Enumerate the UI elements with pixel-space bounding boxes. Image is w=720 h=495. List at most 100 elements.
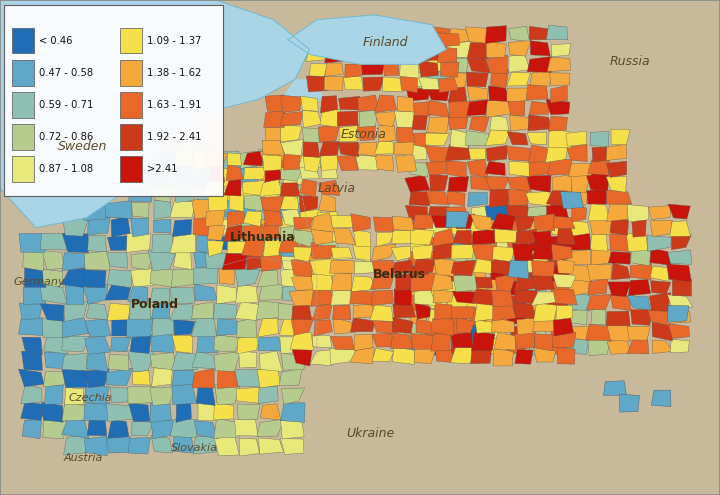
Polygon shape (153, 219, 171, 233)
Polygon shape (194, 252, 219, 268)
Polygon shape (627, 326, 650, 340)
Polygon shape (280, 218, 302, 237)
Polygon shape (488, 86, 510, 101)
Polygon shape (192, 199, 215, 219)
Polygon shape (445, 144, 470, 160)
Polygon shape (215, 385, 240, 404)
Polygon shape (627, 204, 649, 222)
Polygon shape (300, 179, 317, 198)
Polygon shape (237, 318, 256, 338)
Polygon shape (194, 421, 219, 439)
Polygon shape (194, 217, 217, 236)
Polygon shape (547, 159, 572, 175)
Polygon shape (507, 132, 528, 145)
Polygon shape (506, 204, 528, 222)
Polygon shape (150, 267, 176, 288)
Polygon shape (151, 419, 174, 439)
Polygon shape (321, 165, 338, 179)
Polygon shape (302, 128, 322, 142)
Polygon shape (607, 339, 631, 354)
Polygon shape (405, 70, 427, 89)
Polygon shape (375, 111, 397, 127)
Polygon shape (467, 282, 489, 296)
Polygon shape (214, 235, 236, 250)
Polygon shape (546, 263, 572, 282)
Polygon shape (489, 295, 509, 308)
Polygon shape (667, 305, 689, 322)
Polygon shape (235, 269, 261, 287)
Polygon shape (506, 338, 525, 354)
Polygon shape (427, 26, 451, 44)
Polygon shape (331, 215, 354, 228)
Polygon shape (312, 335, 332, 348)
Polygon shape (469, 115, 490, 132)
Polygon shape (528, 145, 549, 162)
Polygon shape (426, 160, 449, 175)
Polygon shape (413, 215, 433, 229)
Polygon shape (490, 70, 509, 89)
Polygon shape (418, 77, 440, 90)
Polygon shape (532, 231, 552, 247)
Polygon shape (301, 96, 318, 111)
Polygon shape (506, 233, 529, 252)
Polygon shape (282, 256, 301, 269)
Polygon shape (453, 275, 477, 292)
Polygon shape (112, 319, 131, 336)
Polygon shape (316, 257, 341, 271)
Polygon shape (591, 307, 606, 324)
Polygon shape (128, 438, 150, 454)
Polygon shape (239, 151, 262, 168)
Polygon shape (572, 203, 587, 222)
Polygon shape (107, 235, 132, 250)
Polygon shape (22, 337, 42, 355)
Polygon shape (410, 307, 431, 324)
Polygon shape (552, 310, 569, 325)
Polygon shape (627, 296, 650, 310)
Polygon shape (568, 265, 592, 282)
Polygon shape (197, 386, 215, 405)
Polygon shape (652, 340, 672, 353)
Polygon shape (62, 318, 89, 338)
Polygon shape (214, 220, 238, 235)
Polygon shape (394, 289, 412, 305)
Polygon shape (374, 95, 397, 112)
Polygon shape (486, 146, 508, 161)
Polygon shape (551, 44, 571, 56)
Polygon shape (414, 347, 436, 364)
Polygon shape (278, 233, 301, 253)
Polygon shape (437, 47, 457, 62)
Polygon shape (529, 26, 550, 40)
Polygon shape (235, 419, 258, 436)
Polygon shape (214, 418, 240, 438)
Polygon shape (517, 318, 536, 335)
Polygon shape (606, 145, 627, 160)
Polygon shape (217, 319, 239, 336)
Text: Czechia: Czechia (68, 394, 112, 403)
Polygon shape (226, 164, 243, 181)
Polygon shape (428, 206, 449, 220)
Polygon shape (23, 286, 46, 304)
Polygon shape (428, 55, 446, 73)
Polygon shape (174, 166, 197, 185)
Polygon shape (318, 180, 340, 196)
Polygon shape (534, 303, 557, 321)
Polygon shape (405, 205, 428, 221)
Polygon shape (354, 261, 376, 274)
Polygon shape (649, 293, 671, 311)
Bar (120, 60, 142, 86)
Polygon shape (408, 248, 428, 266)
Polygon shape (217, 200, 240, 218)
Polygon shape (357, 125, 375, 141)
Polygon shape (128, 386, 154, 404)
Polygon shape (406, 278, 425, 296)
Polygon shape (172, 385, 197, 404)
Polygon shape (264, 110, 285, 128)
Polygon shape (395, 111, 414, 127)
Polygon shape (174, 320, 195, 335)
Polygon shape (592, 147, 612, 162)
Polygon shape (529, 101, 551, 114)
Polygon shape (353, 304, 373, 318)
Polygon shape (508, 176, 531, 192)
Polygon shape (411, 133, 429, 148)
Polygon shape (42, 250, 64, 270)
